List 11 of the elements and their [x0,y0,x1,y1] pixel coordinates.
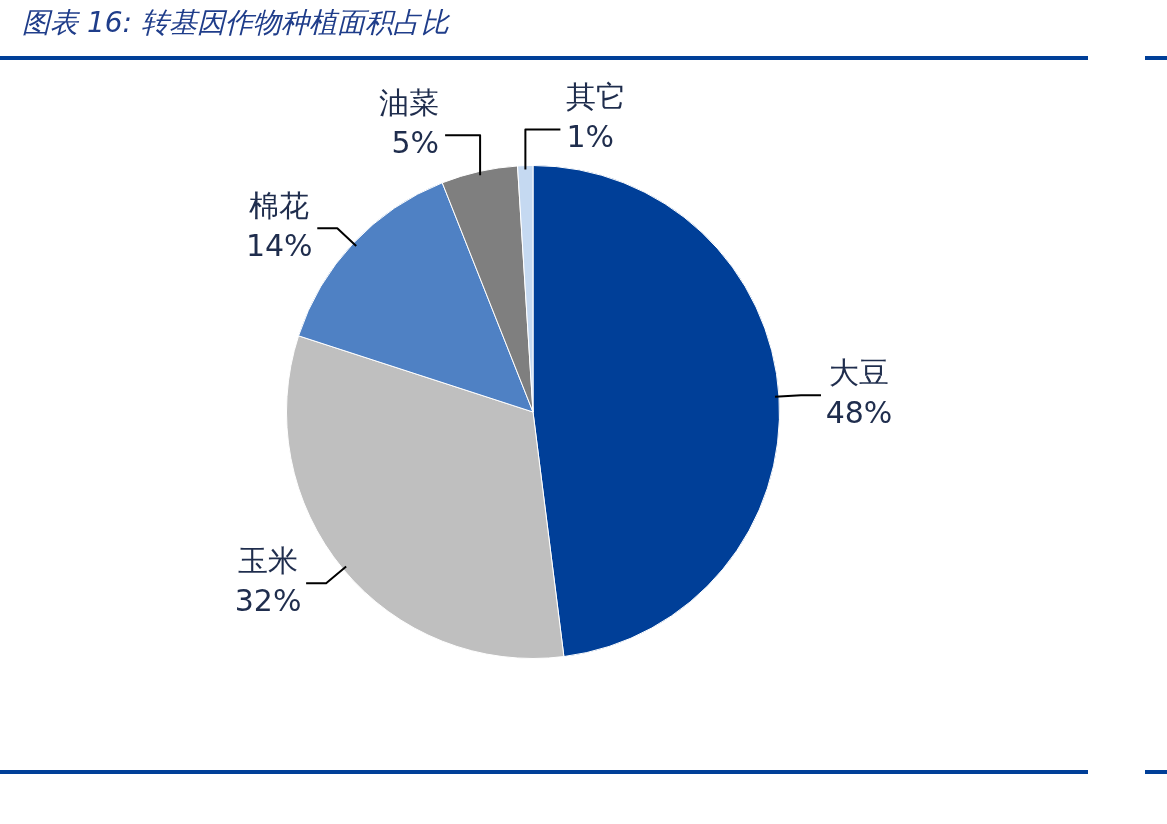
slice-label: 油菜 [379,85,440,121]
slice-label: 其它 [566,79,627,115]
data-label: 14% [245,228,313,263]
chart-title: 图表 16: 转基因作物种植面积占比 [22,5,449,41]
data-label: 48% [825,394,893,430]
data-label: 32% [234,582,302,618]
slice-label: 玉米 [238,542,299,578]
slice-label: 棉花 [249,188,310,223]
data-label: 5% [391,125,440,161]
slice-label: 大豆 [828,354,889,390]
data-label: 1% [566,119,614,155]
